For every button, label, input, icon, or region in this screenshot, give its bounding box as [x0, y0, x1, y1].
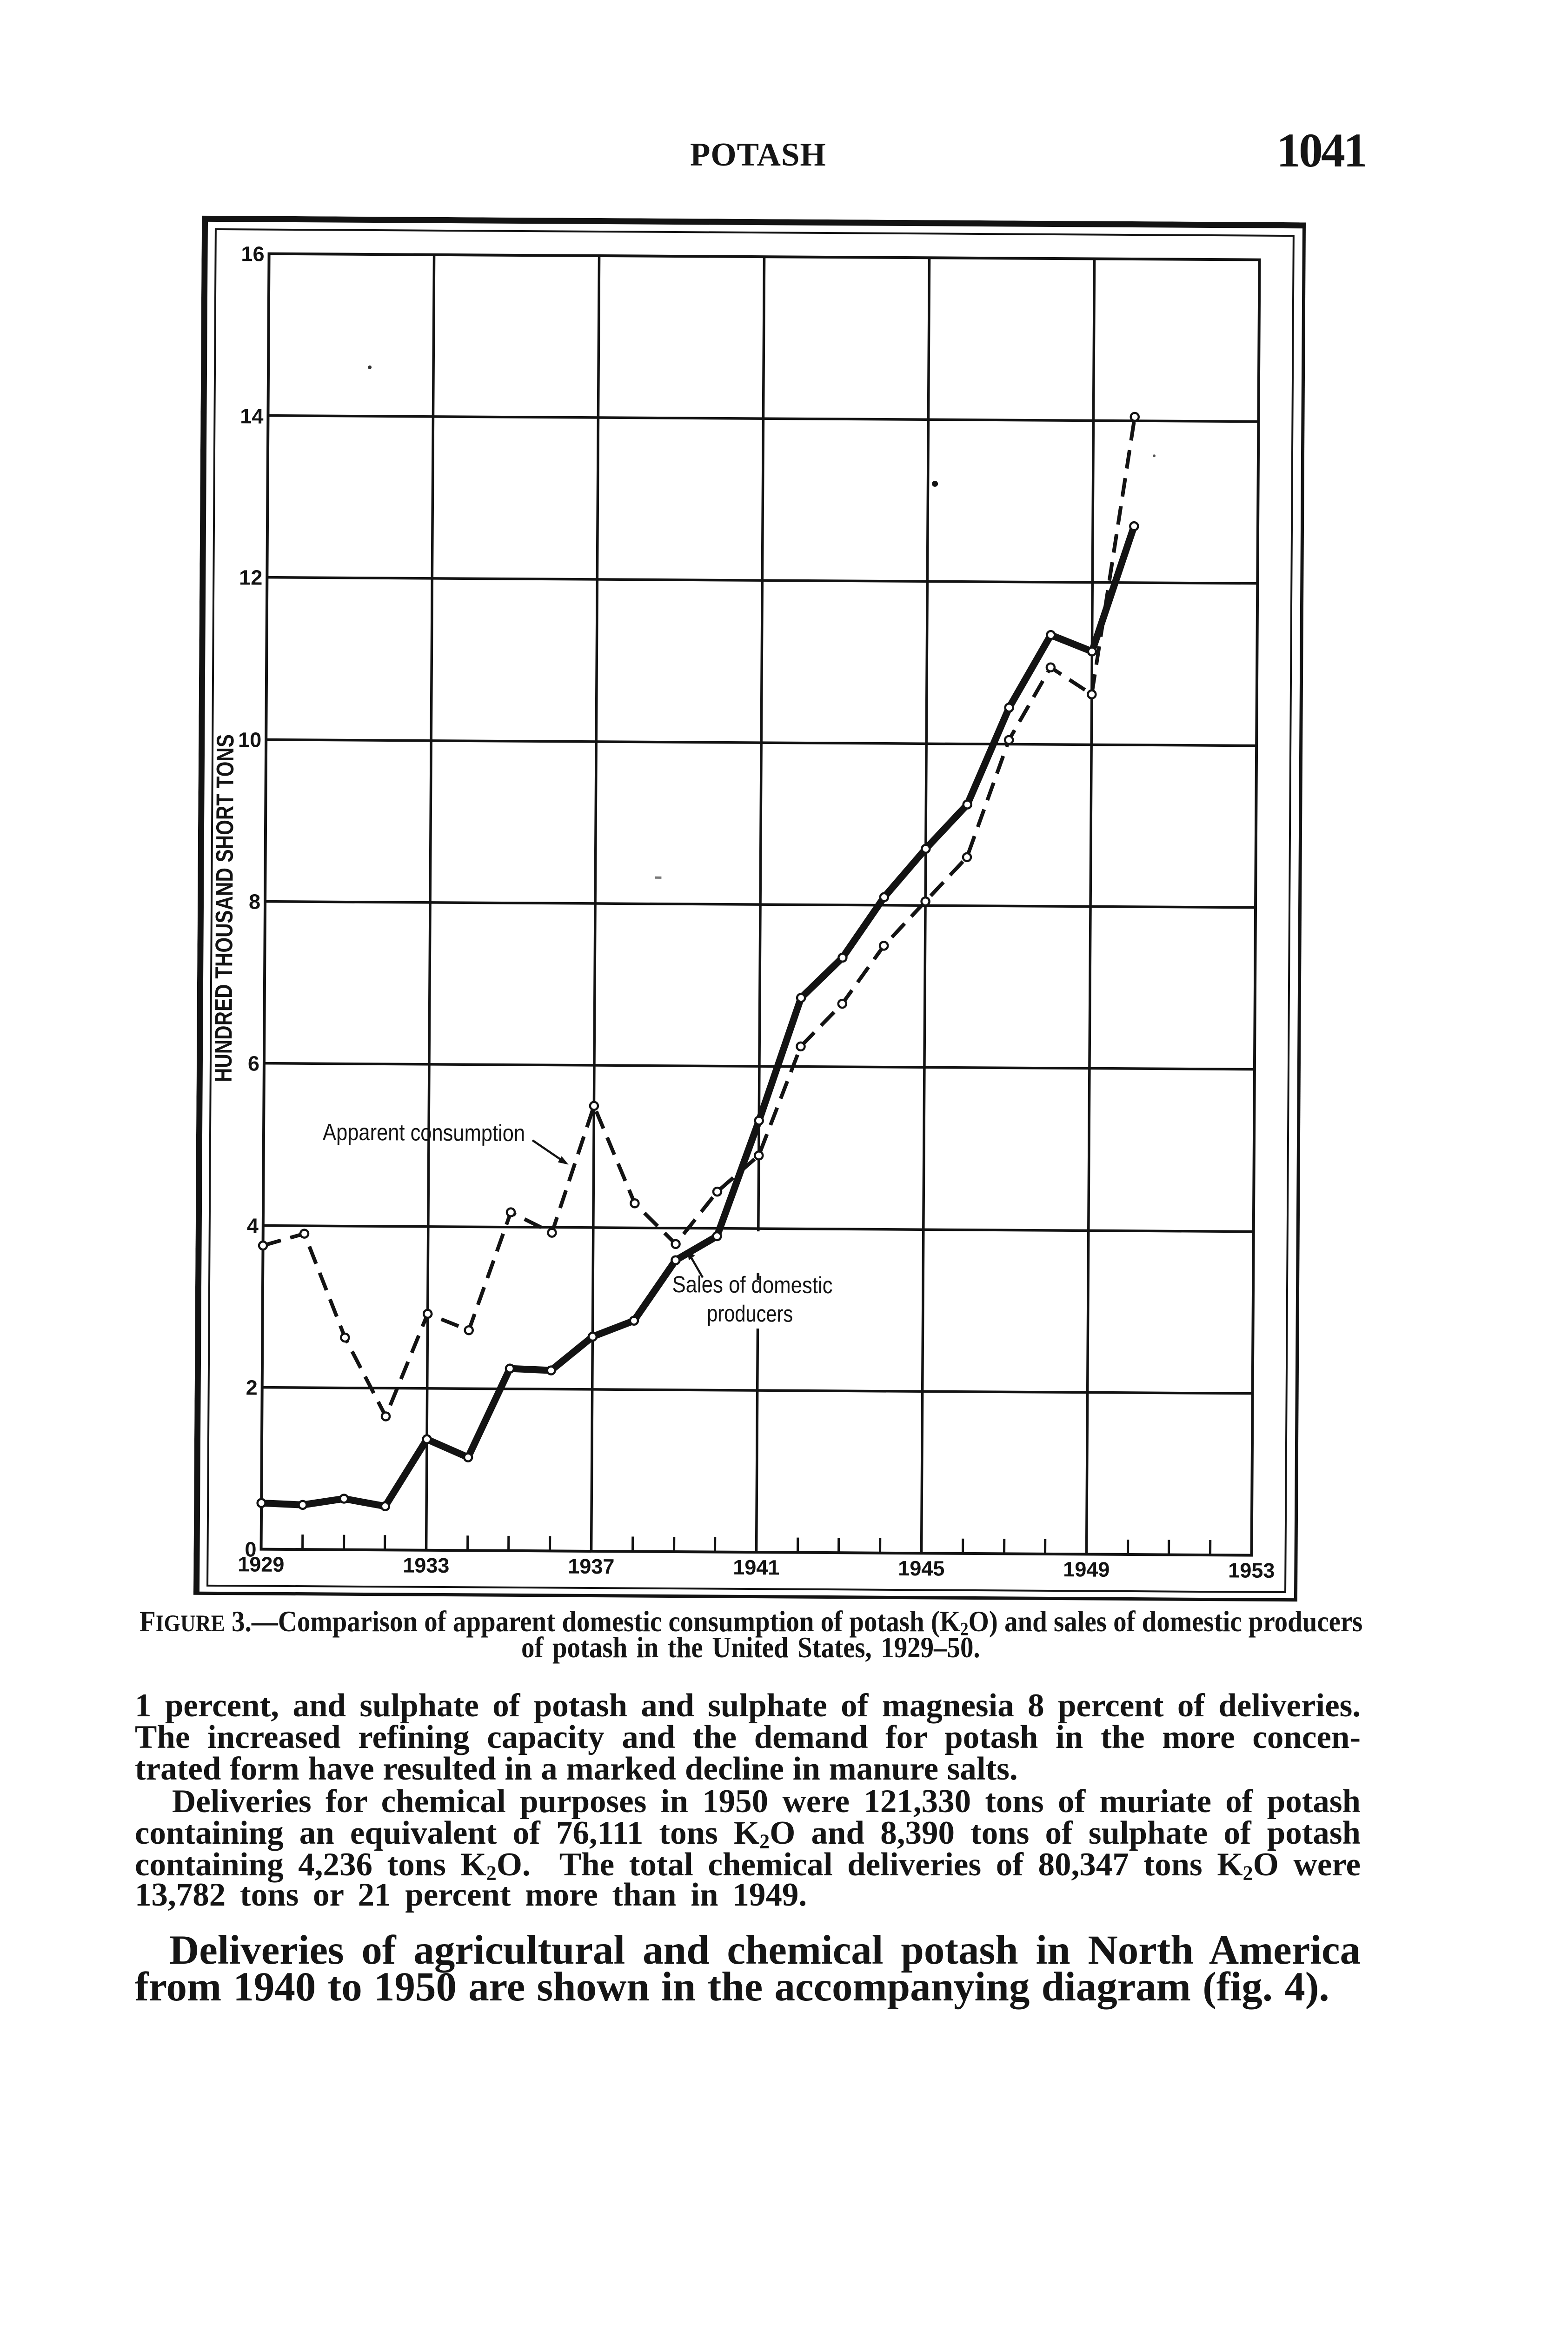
svg-text:12: 12 [239, 565, 262, 589]
svg-text:1933: 1933 [403, 1553, 449, 1577]
svg-text:0: 0 [245, 1537, 256, 1561]
svg-text:4: 4 [247, 1214, 259, 1237]
svg-text:16: 16 [241, 242, 264, 266]
svg-text:1941: 1941 [733, 1555, 779, 1580]
svg-text:2: 2 [246, 1375, 258, 1399]
svg-text:1949: 1949 [1063, 1557, 1110, 1581]
svg-text:1945: 1945 [898, 1556, 944, 1581]
svg-text:HUNDRED THOUSAND SHORT TONS: HUNDRED THOUSAND SHORT TONS [210, 734, 239, 1082]
svg-text:6: 6 [248, 1051, 259, 1075]
svg-text:14: 14 [240, 404, 263, 428]
svg-text:Sales of domestic: Sales of domestic [672, 1271, 832, 1298]
svg-text:10: 10 [238, 728, 261, 751]
svg-text:1953: 1953 [1228, 1558, 1275, 1582]
svg-text:producers: producers [707, 1300, 793, 1327]
svg-text:Apparent consumption: Apparent consumption [323, 1119, 525, 1146]
svg-text:8: 8 [249, 890, 260, 913]
svg-text:1937: 1937 [568, 1554, 614, 1579]
svg-text:1929: 1929 [238, 1552, 284, 1576]
